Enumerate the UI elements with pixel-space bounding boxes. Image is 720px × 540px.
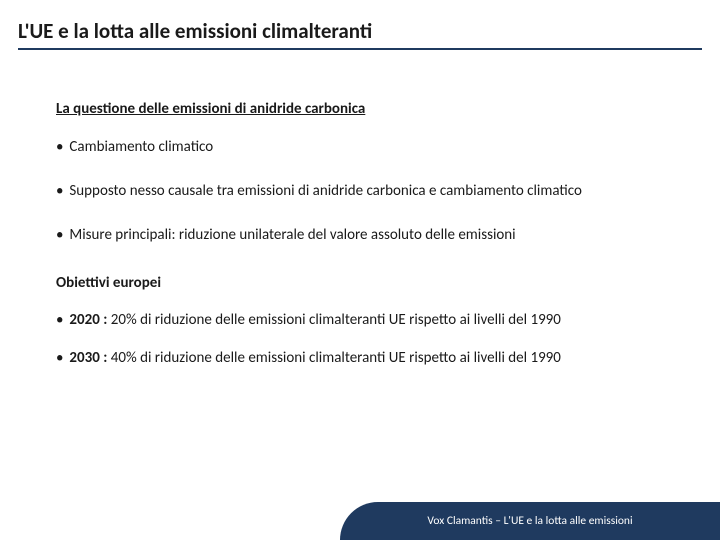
bullet-text: 2030 : 40% di riduzione delle emissioni … (69, 349, 560, 367)
title-bar: L'UE e la lotta alle emissioni climalter… (18, 18, 702, 50)
section-heading-2: Obiettivi europei (56, 274, 680, 294)
bullet-icon: • (56, 226, 66, 246)
slide: L'UE e la lotta alle emissioni climalter… (0, 0, 720, 540)
page-title: L'UE e la lotta alle emissioni climalter… (18, 18, 702, 50)
bullet-icon: • (56, 175, 66, 208)
bullet-text: 2020 : 20% di riduzione delle emissioni … (69, 311, 560, 329)
bullet-icon: • (56, 349, 66, 369)
footer-text: Vox Clamantis – L'UE e la lotta alle emi… (427, 514, 632, 528)
bullet-text: Misure principali: riduzione unilaterale… (69, 226, 515, 244)
content-area: La questione delle emissioni di anidride… (56, 100, 680, 386)
bullet-item: • Cambiamento climatico (56, 138, 680, 158)
bullet-item: • Supposto nesso causale tra emissioni d… (56, 175, 680, 208)
bullet-bold: 2020 : (69, 311, 107, 329)
bullet-item: • Misure principali: riduzione unilatera… (56, 226, 680, 246)
bullet-text: Cambiamento climatico (69, 138, 213, 156)
bullet-item: • 2030 : 40% di riduzione delle emission… (56, 349, 680, 369)
bullet-text: Supposto nesso causale tra emissioni di … (69, 182, 581, 200)
bullet-rest: 40% di riduzione delle emissioni climalt… (107, 349, 561, 367)
bullet-bold: 2030 : (69, 349, 107, 367)
bullet-item: • 2020 : 20% di riduzione delle emission… (56, 311, 680, 331)
bullet-icon: • (56, 138, 66, 158)
section-heading-1: La questione delle emissioni di anidride… (56, 100, 680, 120)
bullet-rest: 20% di riduzione delle emissioni climalt… (107, 311, 561, 329)
footer-banner: Vox Clamantis – L'UE e la lotta alle emi… (340, 502, 720, 540)
bullet-icon: • (56, 311, 66, 331)
